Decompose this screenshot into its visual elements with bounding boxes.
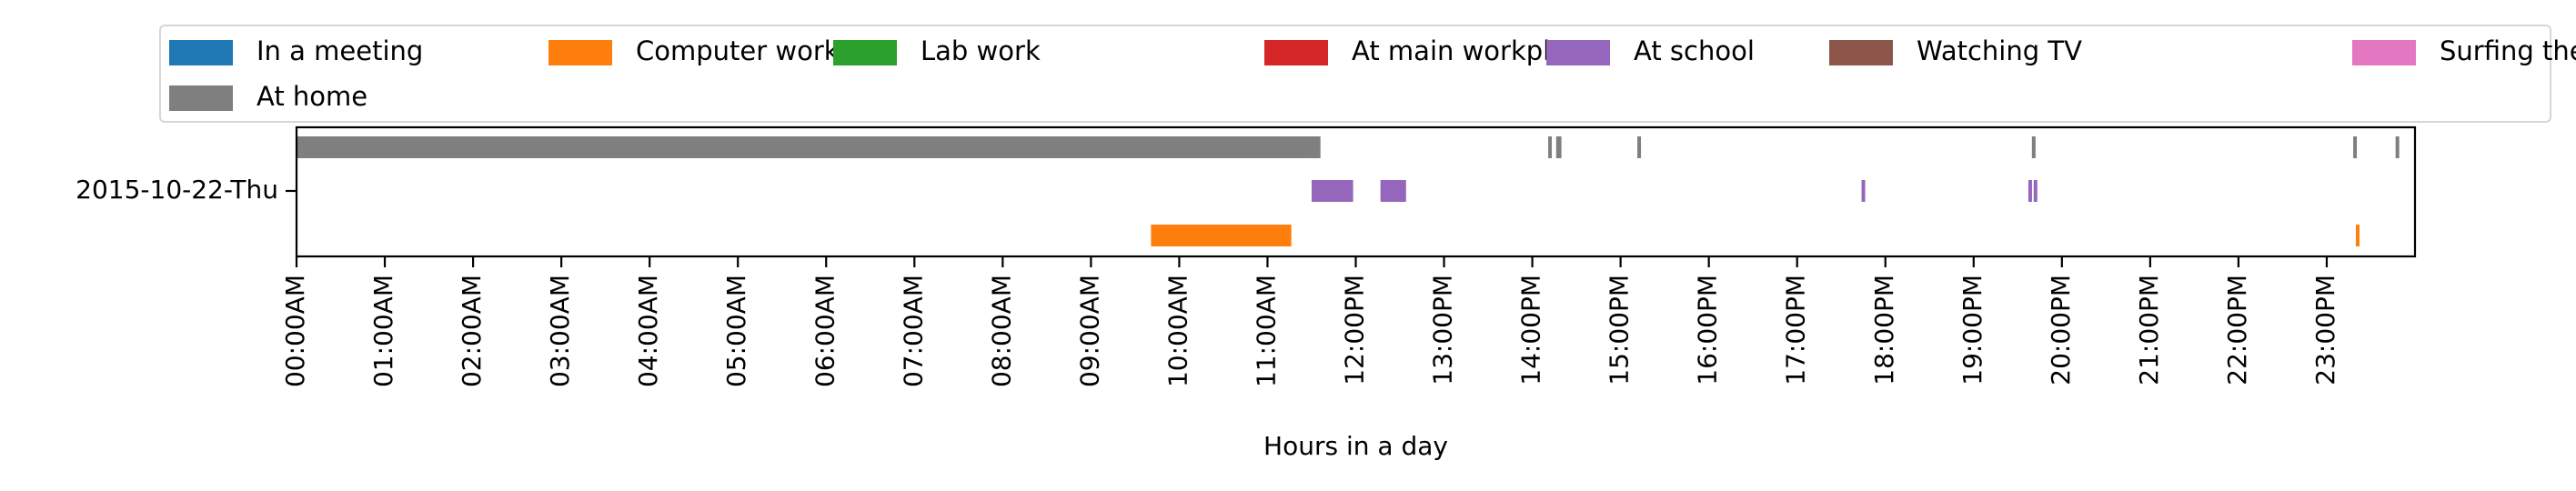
legend: In a meeting Computer work Lab work At main… xyxy=(159,25,2576,123)
x-tick-label: 03:00AM xyxy=(545,275,575,387)
legend-label-watching-tv: Watching TV xyxy=(1917,35,2082,66)
bar-at-home-6 xyxy=(2353,136,2358,158)
bar-computer-work-0 xyxy=(1151,225,1292,246)
legend-label-in-a-meeting: In a meeting xyxy=(257,35,423,66)
x-tick-label: 23:00PM xyxy=(2310,275,2340,386)
x-tick-label: 04:00AM xyxy=(633,275,663,387)
legend-swatch-watching-tv xyxy=(1829,40,1893,65)
x-tick-label: 12:00PM xyxy=(1340,275,1370,386)
x-axis: 00:00AM 01:00AM 02:00AM 03:00AM 04:00AM 05:00… xyxy=(280,256,2340,387)
x-tick-label: 08:00AM xyxy=(986,275,1016,387)
bar-at-home-5 xyxy=(2031,136,2036,158)
legend-label-at-home: At home xyxy=(257,81,367,112)
legend-swatch-in-a-meeting xyxy=(169,40,233,65)
x-tick-label: 00:00AM xyxy=(280,275,310,387)
bar-at-home-0 xyxy=(297,136,1312,158)
bar-at-home-7 xyxy=(2395,136,2400,158)
x-tick-label: 20:00PM xyxy=(2046,275,2076,386)
x-tick-label: 13:00PM xyxy=(1428,275,1458,386)
legend-swatch-at-school xyxy=(1546,40,1610,65)
bar-at-school-4 xyxy=(2033,180,2038,202)
bar-computer-work-1 xyxy=(2355,225,2360,246)
legend-label-at-school: At school xyxy=(1634,35,1755,66)
x-tick-label: 07:00AM xyxy=(898,275,928,387)
bar-at-home-3 xyxy=(1555,136,1562,158)
legend-frame xyxy=(159,25,2551,123)
legend-swatch-at-main-workplace xyxy=(1264,40,1328,65)
bar-at-school-3 xyxy=(2028,180,2032,202)
x-axis-title: Hours in a day xyxy=(1263,431,1448,461)
bar-at-home-4 xyxy=(1637,136,1642,158)
legend-swatch-surfing-the-internet xyxy=(2352,40,2416,65)
x-tick-label: 21:00PM xyxy=(2134,275,2164,386)
bar-at-home-1 xyxy=(1311,136,1321,158)
x-tick-label: 19:00PM xyxy=(1957,275,1987,386)
x-tick-label: 05:00AM xyxy=(721,275,751,387)
legend-label-surfing-the-internet: Surfing the internet xyxy=(2440,35,2576,66)
x-tick-label: 06:00AM xyxy=(810,275,840,387)
x-tick-label: 14:00PM xyxy=(1516,275,1546,386)
legend-swatch-lab-work xyxy=(833,40,897,65)
x-tick-label: 09:00AM xyxy=(1074,275,1104,387)
bar-at-school-1 xyxy=(1380,180,1406,202)
x-tick-label: 17:00PM xyxy=(1781,275,1811,386)
x-tick-label: 01:00AM xyxy=(368,275,398,387)
legend-label-computer-work: Computer work xyxy=(636,35,840,66)
x-tick-label: 18:00PM xyxy=(1869,275,1899,386)
bar-at-school-0 xyxy=(1311,180,1353,202)
legend-label-lab-work: Lab work xyxy=(921,35,1041,66)
x-tick-label: 02:00AM xyxy=(457,275,487,387)
legend-swatch-computer-work xyxy=(548,40,612,65)
activity-bars xyxy=(297,136,2400,246)
row-label: 2015-10-22-Thu xyxy=(75,175,278,205)
x-tick-label: 22:00PM xyxy=(2222,275,2252,386)
bar-at-home-2 xyxy=(1548,136,1553,158)
x-tick-label: 11:00AM xyxy=(1251,275,1281,387)
y-axis: 2015-10-22-Thu xyxy=(75,175,297,205)
x-tick-label: 15:00PM xyxy=(1605,275,1635,386)
bar-at-school-2 xyxy=(1861,180,1866,202)
x-tick-label: 16:00PM xyxy=(1693,275,1723,386)
x-tick-label: 10:00AM xyxy=(1162,275,1192,387)
legend-swatch-at-home xyxy=(169,85,233,111)
